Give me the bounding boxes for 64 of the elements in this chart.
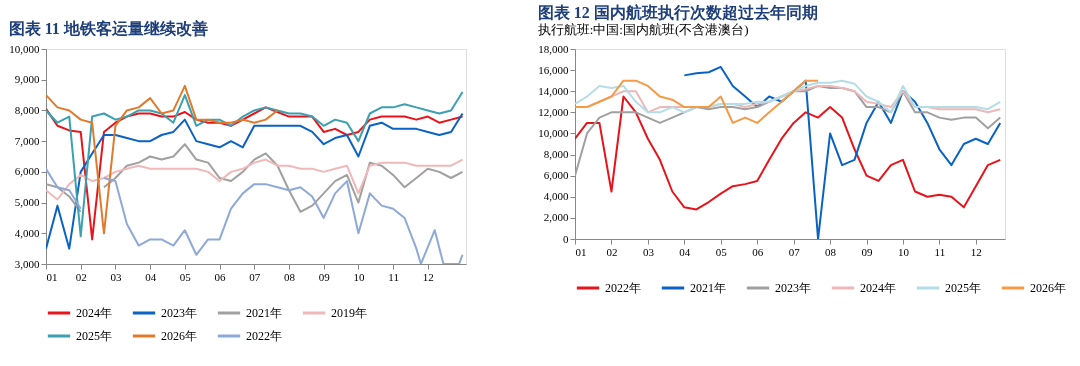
legend-label: 2023年 bbox=[161, 306, 197, 320]
x-tick-label: 12 bbox=[422, 270, 434, 283]
y-tick-label: 6,000 bbox=[14, 165, 40, 178]
x-tick-label: 04 bbox=[679, 245, 691, 258]
legend-label: 2026年 bbox=[161, 329, 197, 343]
legend-label: 2021年 bbox=[690, 281, 726, 295]
y-tick-label: 18,000 bbox=[538, 42, 569, 55]
legend-label: 2022年 bbox=[246, 329, 282, 343]
x-tick-label: 05 bbox=[179, 270, 192, 283]
y-tick-label: 4,000 bbox=[543, 190, 569, 203]
legend-label: 2024年 bbox=[860, 281, 896, 295]
x-tick-label: 04 bbox=[145, 270, 157, 283]
x-tick-label: 12 bbox=[970, 245, 982, 258]
x-tick-label: 05 bbox=[715, 245, 728, 258]
y-tick-label: 14,000 bbox=[538, 84, 569, 97]
y-tick-label: 2,000 bbox=[543, 211, 569, 224]
line-series bbox=[575, 79, 820, 124]
line-series bbox=[575, 84, 1002, 177]
x-tick-label: 01 bbox=[575, 245, 587, 258]
y-tick-label: 7,000 bbox=[14, 134, 40, 147]
x-tick-label: 08 bbox=[283, 270, 296, 283]
x-tick-label: 11 bbox=[388, 270, 399, 283]
y-tick-label: 8,000 bbox=[14, 103, 40, 116]
legend-label: 2022年 bbox=[605, 281, 641, 295]
line-series bbox=[46, 84, 279, 235]
x-tick-label: 03 bbox=[110, 270, 122, 283]
x-tick-label: 11 bbox=[934, 245, 946, 258]
chart-title: 图表 11 地铁客运量继续改善 bbox=[8, 19, 208, 37]
chart-subtitle: 执行航班:中国:国内航班(不含港澳台) bbox=[537, 22, 749, 37]
y-tick-label: 3,000 bbox=[14, 257, 40, 270]
legend-label: 2019年 bbox=[331, 306, 367, 320]
x-tick-label: 06 bbox=[752, 245, 764, 258]
legend-label: 2021年 bbox=[246, 306, 282, 320]
x-tick-label: 09 bbox=[861, 245, 874, 258]
x-tick-label: 10 bbox=[897, 245, 910, 258]
y-tick-label: 16,000 bbox=[538, 63, 569, 76]
legend-label: 2024年 bbox=[76, 306, 112, 320]
y-tick-label: 0 bbox=[563, 232, 569, 245]
x-tick-label: 02 bbox=[606, 245, 618, 258]
x-tick-label: 08 bbox=[825, 245, 837, 258]
y-tick-label: 12,000 bbox=[538, 105, 569, 118]
line-series bbox=[46, 158, 464, 201]
x-tick-label: 10 bbox=[353, 270, 365, 283]
x-tick-label: 03 bbox=[642, 245, 655, 258]
x-tick-label: 07 bbox=[788, 245, 801, 258]
x-tick-label: 02 bbox=[75, 270, 87, 283]
x-tick-label: 09 bbox=[318, 270, 331, 283]
y-tick-label: 8,000 bbox=[543, 148, 569, 161]
legend-label: 2025年 bbox=[76, 329, 112, 343]
y-tick-label: 4,000 bbox=[14, 226, 40, 239]
x-tick-label: 06 bbox=[214, 270, 227, 283]
y-tick-label: 10,000 bbox=[9, 42, 40, 55]
x-tick-label: 01 bbox=[46, 270, 58, 283]
legend-label: 2026年 bbox=[1030, 281, 1066, 295]
legend-label: 2025年 bbox=[945, 281, 981, 295]
chart-title: 图表 12 国内航班执行次数超过去年同期 bbox=[537, 4, 818, 21]
legend-label: 2023年 bbox=[775, 281, 811, 295]
y-tick-label: 5,000 bbox=[14, 196, 40, 209]
y-tick-label: 10,000 bbox=[538, 126, 569, 139]
x-tick-label: 07 bbox=[249, 270, 261, 283]
line-series bbox=[575, 95, 1002, 211]
y-tick-label: 9,000 bbox=[14, 73, 40, 86]
y-tick-label: 6,000 bbox=[543, 169, 569, 182]
line-series bbox=[683, 65, 1002, 239]
